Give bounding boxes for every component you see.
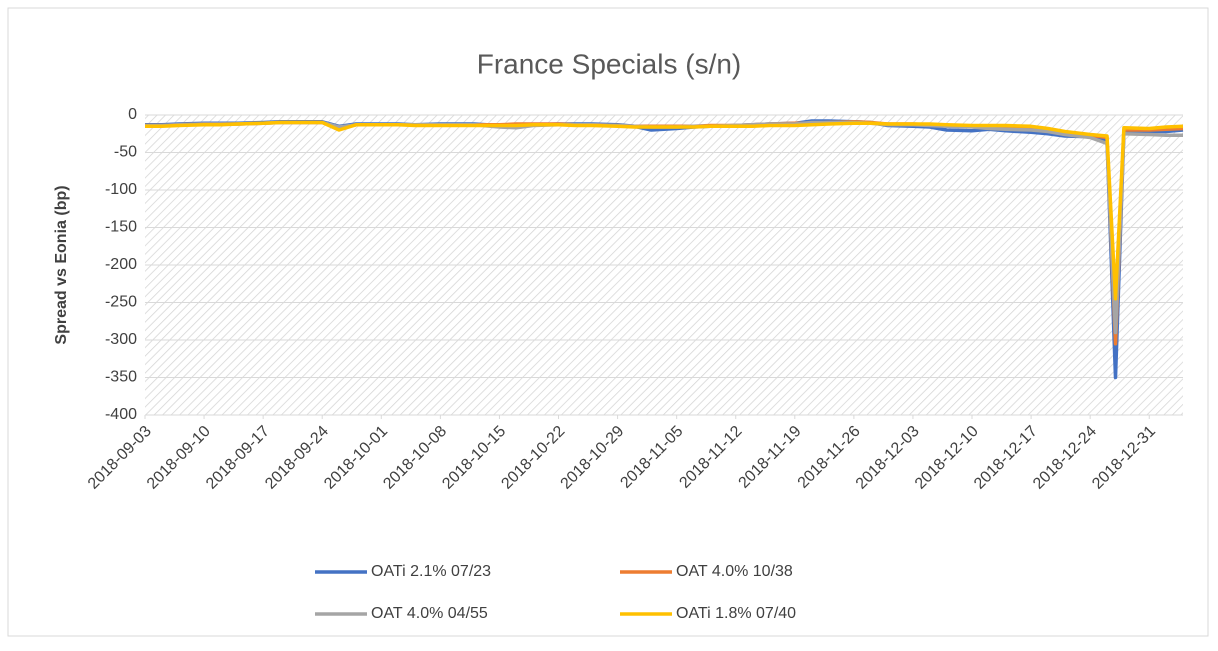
y-tick-label: -50: [114, 144, 137, 161]
y-tick-label: -250: [105, 294, 137, 311]
series-line: [145, 120, 1184, 301]
y-tick-label: -400: [105, 406, 137, 423]
y-axis-title: Spread vs Eonia (bp): [53, 185, 70, 344]
y-tick-label: -350: [105, 369, 137, 386]
legend-label: OATi 1.8% 07/40: [676, 605, 796, 622]
legend-label: OATi 2.1% 07/23: [371, 563, 491, 580]
legend-label: OAT 4.0% 04/55: [371, 605, 488, 622]
y-tick-label: -100: [105, 181, 137, 198]
y-tick-label: -200: [105, 256, 137, 273]
chart-title: France Specials (s/n): [477, 48, 742, 79]
y-tick-label: -300: [105, 331, 137, 348]
y-tick-label: 0: [128, 106, 137, 123]
y-tick-label: -150: [105, 219, 137, 236]
legend-label: OAT 4.0% 10/38: [676, 563, 793, 580]
